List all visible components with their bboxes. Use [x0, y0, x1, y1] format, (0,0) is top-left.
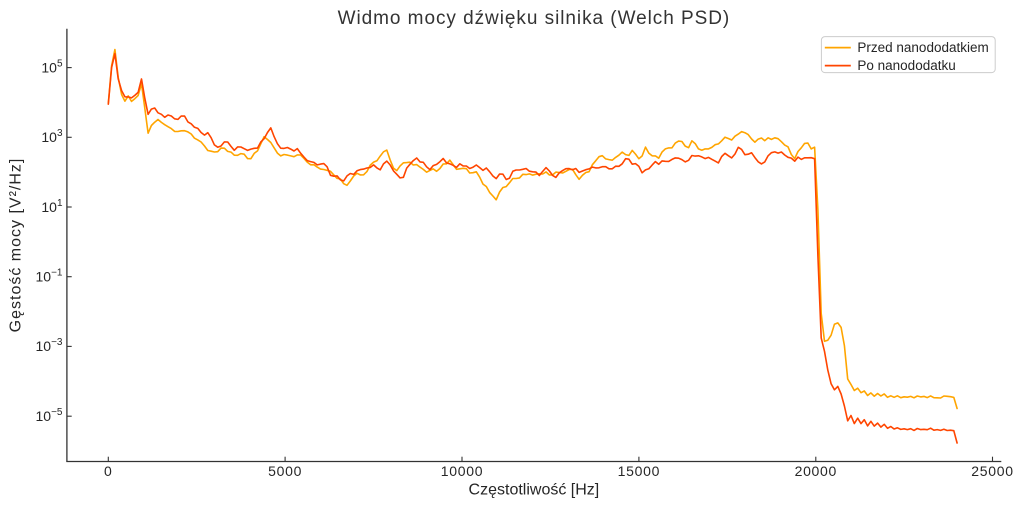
- svg-text:10000: 10000: [441, 463, 483, 479]
- svg-text:25000: 25000: [971, 463, 1013, 479]
- svg-text:Gęstość mocy [V²/Hz]: Gęstość mocy [V²/Hz]: [8, 158, 25, 333]
- svg-text:15000: 15000: [618, 463, 660, 479]
- svg-text:20000: 20000: [795, 463, 837, 479]
- svg-text:0: 0: [104, 463, 113, 479]
- svg-text:Przed nanododatkiem: Przed nanododatkiem: [857, 40, 988, 55]
- svg-text:5000: 5000: [268, 463, 302, 479]
- svg-text:Widmo mocy dźwięku silnika (We: Widmo mocy dźwięku silnika (Welch PSD): [338, 8, 731, 29]
- svg-text:Po nanododatku: Po nanododatku: [857, 58, 955, 73]
- svg-text:Częstotliwość [Hz]: Częstotliwość [Hz]: [469, 482, 600, 499]
